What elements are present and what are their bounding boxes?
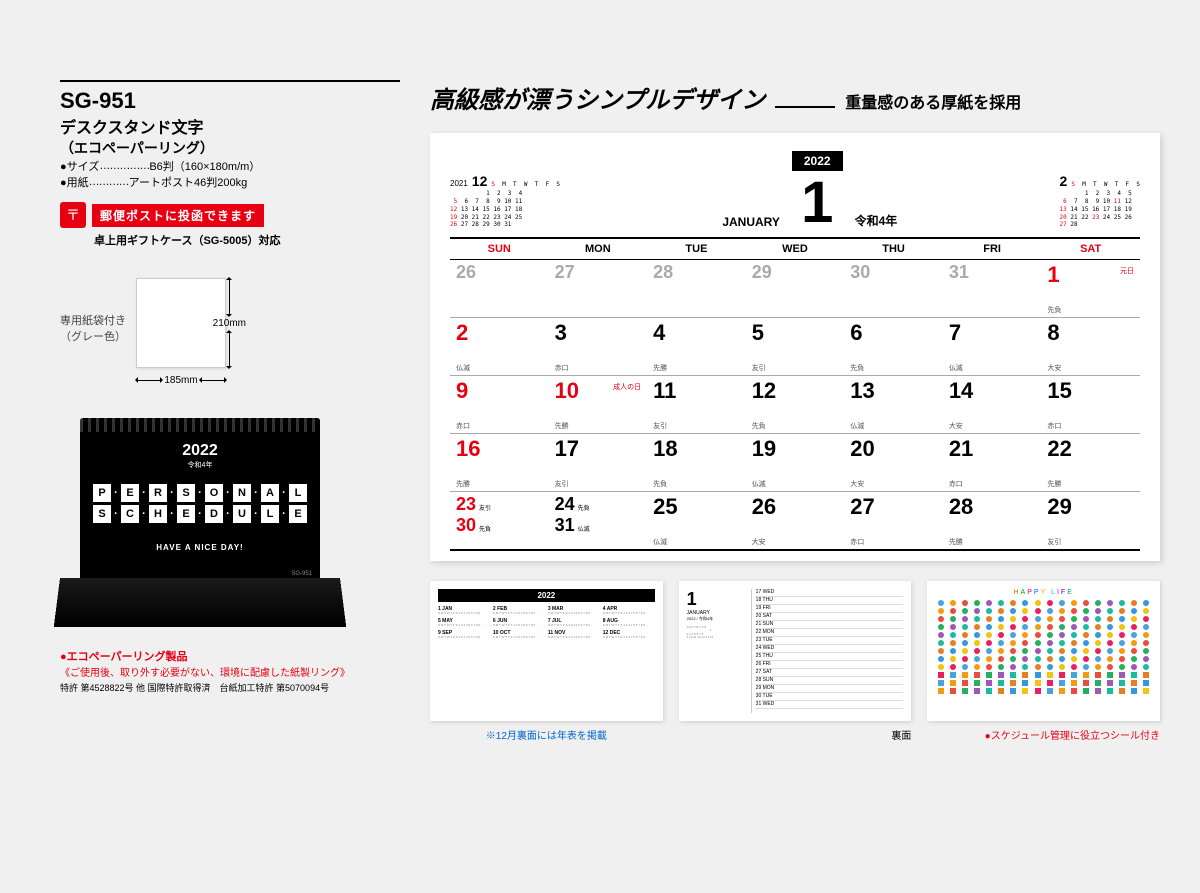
calendar-cell: 30 bbox=[844, 260, 943, 318]
calendar-cell: 1先負元日 bbox=[1041, 260, 1140, 318]
calendar-cell: 26大安 bbox=[746, 492, 845, 550]
calendar-cell: 27赤口 bbox=[844, 492, 943, 550]
bag-diagram: 210mm 185mm bbox=[136, 278, 246, 378]
calendar-cell: 13仏滅 bbox=[844, 376, 943, 434]
bag-label: 専用紙袋付き （グレー色） bbox=[60, 312, 126, 344]
prev-month-mini: 2021 12 S M T W T F S 1 2 3 4 5 6 7 8 9 … bbox=[450, 172, 560, 229]
calendar-cell: 28 bbox=[647, 260, 746, 318]
calendar-cell: 6先負 bbox=[844, 318, 943, 376]
calendar-cell: 5友引 bbox=[746, 318, 845, 376]
calendar-cell: 29友引 bbox=[1041, 492, 1140, 550]
calendar-cell: 11友引 bbox=[647, 376, 746, 434]
next-month-mini: 2 S M T W T F S 1 2 3 4 5 6 7 8 9 10 11 … bbox=[1060, 172, 1140, 229]
calendar-cell: 10先勝成人の日 bbox=[549, 376, 648, 434]
thumb-year: 2022 1 JANS M T W T F S 1 2 3 4 5 6 7 8 … bbox=[430, 581, 663, 742]
calendar-cell: 3赤口 bbox=[549, 318, 648, 376]
product-header: SG-951 デスクスタンド文字 （エコペーパーリング） ●サイズ …………… … bbox=[60, 80, 400, 190]
calendar-cell: 19仏滅 bbox=[746, 434, 845, 492]
calendar-cell: 29 bbox=[746, 260, 845, 318]
calendar-cell: 24先負31仏滅 bbox=[549, 492, 648, 550]
calendar-cell: 7仏滅 bbox=[943, 318, 1042, 376]
headline: 高級感が漂うシンプルデザイン 重量感のある厚紙を採用 bbox=[430, 80, 1160, 115]
calendar-cell: 14大安 bbox=[943, 376, 1042, 434]
mail-icon: 〒 bbox=[60, 202, 86, 228]
gift-case-note: 卓上用ギフトケース（SG-5005）対応 bbox=[94, 232, 400, 248]
post-label: 郵便ポストに投函できます bbox=[92, 204, 264, 227]
calendar-cell: 22先勝 bbox=[1041, 434, 1140, 492]
calendar-cell: 8大安 bbox=[1041, 318, 1140, 376]
product-subname: （エコペーパーリング） bbox=[60, 138, 400, 158]
calendar-cell: 23友引30先負 bbox=[450, 492, 549, 550]
main-calendar: 2021 12 S M T W T F S 1 2 3 4 5 6 7 8 9 … bbox=[430, 133, 1160, 561]
calendar-grid: SUNMONTUEWEDTHUFRISAT 2627282930311先負元日2… bbox=[450, 237, 1140, 551]
thumb-sticker: HAPPY LIFE ●スケジュール管理に役立つシール付き bbox=[927, 581, 1160, 742]
thumbnails: 2022 1 JANS M T W T F S 1 2 3 4 5 6 7 8 … bbox=[430, 581, 1160, 742]
calendar-cell: 26 bbox=[450, 260, 549, 318]
current-month: JANUARY 2022 1 令和4年 bbox=[722, 151, 897, 229]
paper-bag-section: 専用紙袋付き （グレー色） 210mm 185mm bbox=[60, 278, 400, 378]
calendar-cell: 25仏滅 bbox=[647, 492, 746, 550]
calendar-cell: 17友引 bbox=[549, 434, 648, 492]
calendar-cell: 9赤口 bbox=[450, 376, 549, 434]
calendar-cell: 16先勝 bbox=[450, 434, 549, 492]
post-badge: 〒 郵便ポストに投函できます bbox=[60, 202, 400, 228]
calendar-cell: 12先負 bbox=[746, 376, 845, 434]
calendar-cell: 2仏滅 bbox=[450, 318, 549, 376]
calendar-cell: 15赤口 bbox=[1041, 376, 1140, 434]
eco-info: ●エコペーパーリング製品 《ご使用後、取り外す必要がない、環境に配慮した紙製リン… bbox=[60, 648, 400, 694]
calendar-cell: 27 bbox=[549, 260, 648, 318]
product-code: SG-951 bbox=[60, 88, 400, 114]
product-name: デスクスタンド文字 bbox=[60, 114, 400, 138]
spec-paper: ●用紙 ………… アートポスト46判200kg bbox=[60, 174, 400, 190]
calendar-cell: 31 bbox=[943, 260, 1042, 318]
product-photo: 2022 令和4年 P·E·R·S·O·N·A·L S·C·H·E·D·U·L·… bbox=[60, 398, 340, 628]
calendar-cell: 21赤口 bbox=[943, 434, 1042, 492]
spec-size: ●サイズ …………… B6判（160×180m/m） bbox=[60, 158, 400, 174]
thumb-back: 1 JANUARY 2022 / 令和4年 S M T W T F S 12 3… bbox=[679, 581, 912, 742]
calendar-header: 2021 12 S M T W T F S 1 2 3 4 5 6 7 8 9 … bbox=[450, 151, 1140, 229]
calendar-cell: 18先負 bbox=[647, 434, 746, 492]
calendar-cell: 20大安 bbox=[844, 434, 943, 492]
calendar-cell: 28先勝 bbox=[943, 492, 1042, 550]
calendar-cell: 4先勝 bbox=[647, 318, 746, 376]
sticker-title: HAPPY LIFE bbox=[935, 589, 1152, 596]
